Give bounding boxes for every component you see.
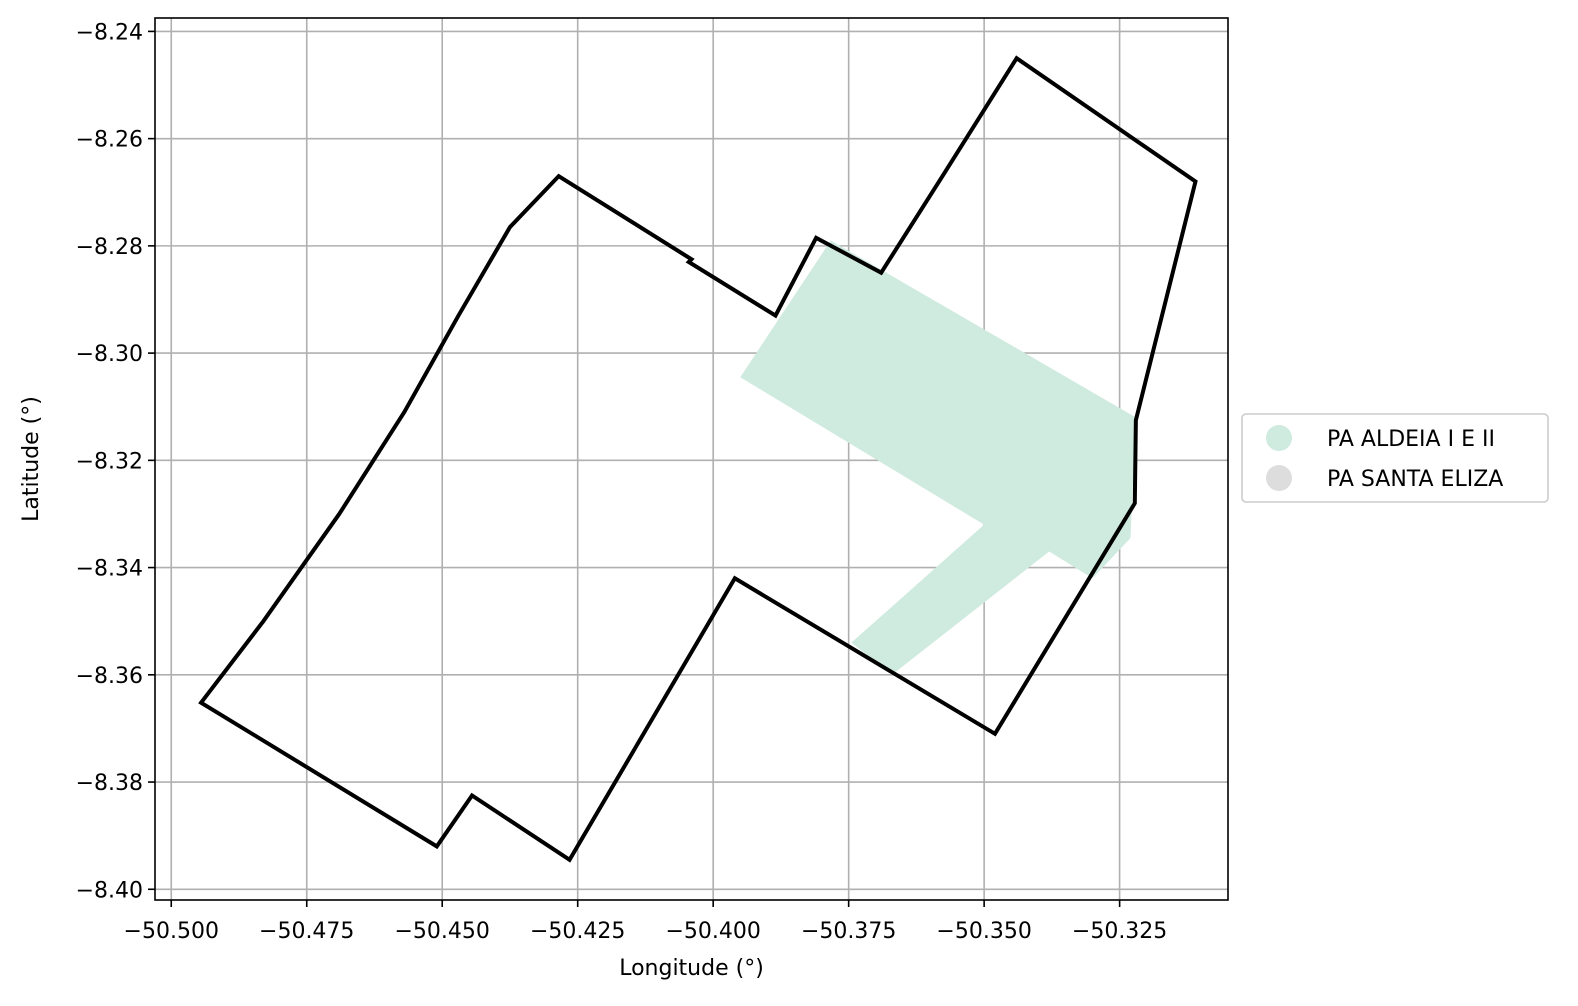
x-tick-label: −50.425: [530, 919, 625, 944]
plot-frame: [154, 17, 1229, 901]
legend-marker: [1266, 465, 1292, 491]
x-tick-label: −50.500: [124, 919, 219, 944]
x-tick-label: −50.325: [1072, 919, 1167, 944]
legend: PA ALDEIA I E II PA SANTA ELIZA: [1241, 413, 1549, 503]
legend-label: PA ALDEIA I E II: [1327, 427, 1495, 452]
x-tick-label: −50.375: [801, 919, 896, 944]
x-tick-label: −50.475: [259, 919, 354, 944]
y-tick-label: −8.28: [76, 235, 143, 260]
y-tick-label: −8.32: [76, 449, 143, 474]
x-tick-label: −50.450: [395, 919, 490, 944]
y-tick-label: −8.24: [76, 20, 143, 45]
pa-santa-eliza-boundary: [198, 55, 1198, 863]
x-axis-title: Longitude (°): [619, 956, 764, 981]
y-tick-label: −8.40: [76, 878, 143, 903]
x-axis: −50.500 −50.475 −50.450 −50.425 −50.400 −50.3…: [124, 900, 1167, 944]
legend-marker: [1266, 425, 1292, 451]
legend-label: PA SANTA ELIZA: [1327, 467, 1503, 492]
y-axis: −8.24 −8.26 −8.28 −8.30 −8.32 −8.34 −8.36 −8.38…: [76, 20, 155, 903]
legend-box: [1241, 413, 1549, 503]
y-tick-label: −8.36: [76, 664, 143, 689]
y-tick-label: −8.38: [76, 771, 143, 796]
y-axis-title: Latitude (°): [19, 396, 44, 522]
y-tick-label: −8.34: [76, 557, 143, 582]
y-tick-label: −8.30: [76, 342, 143, 367]
pa-aldeia-area: [740, 240, 1136, 675]
x-tick-label: −50.400: [665, 919, 760, 944]
y-tick-label: −8.26: [76, 128, 143, 153]
x-tick-label: −50.350: [936, 919, 1031, 944]
